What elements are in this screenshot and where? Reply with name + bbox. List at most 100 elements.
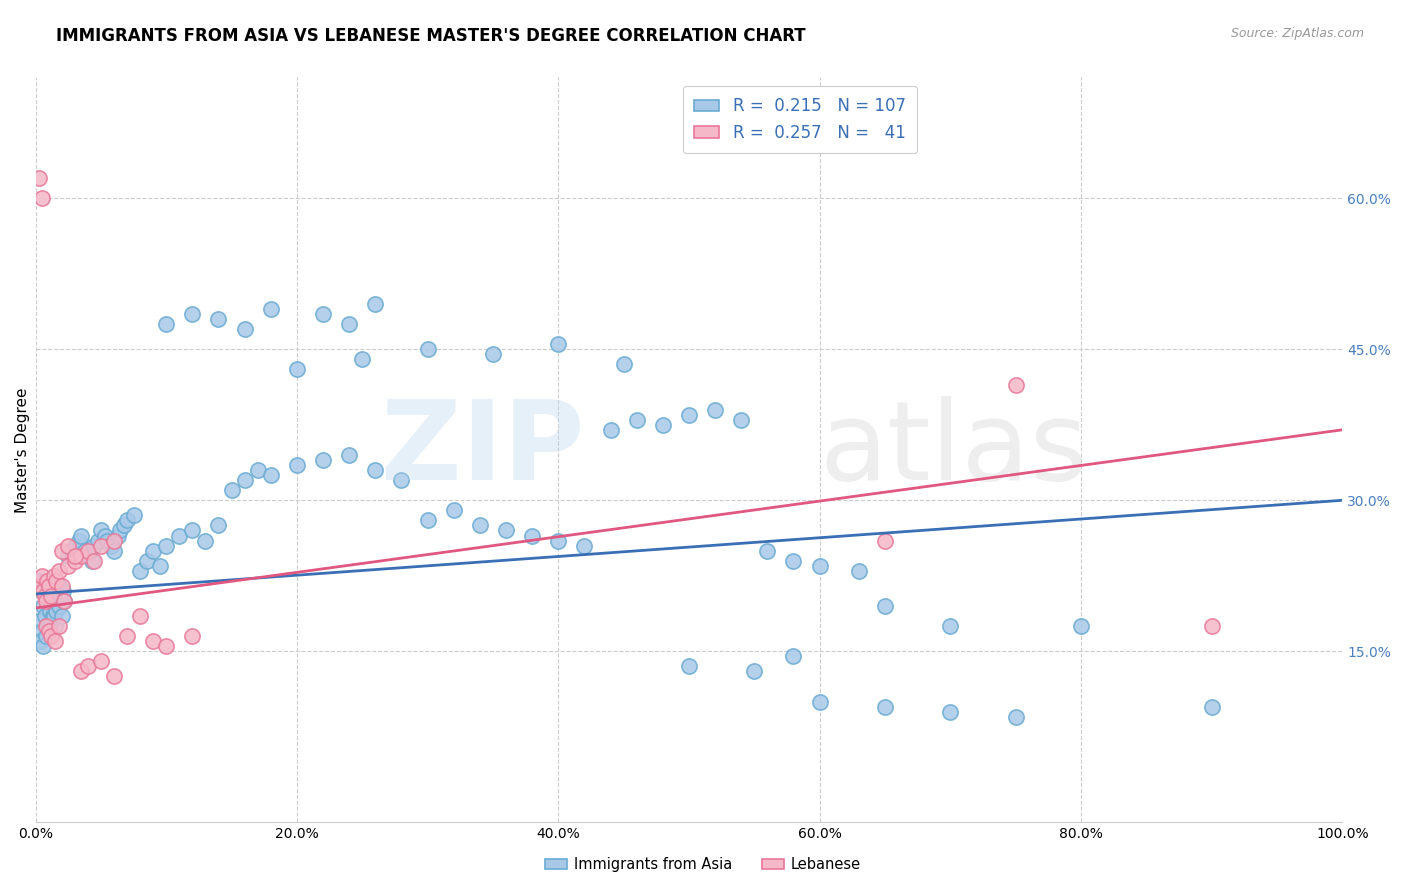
Point (495, 524, 517, 538)
Point (285, 362, 308, 376)
Point (37, 574, 59, 588)
Point (110, 524, 132, 538)
Point (233, 473, 256, 487)
Point (31, 583, 53, 598)
Point (122, 508, 145, 523)
Point (129, 609, 152, 624)
Point (63, 539, 86, 553)
Point (808, 558, 831, 573)
Point (285, 458, 308, 472)
Point (873, 699, 896, 714)
Point (90, 654, 112, 668)
Point (1070, 619, 1092, 633)
Point (337, 317, 360, 331)
Point (181, 524, 204, 538)
Point (28, 171, 51, 186)
Point (83, 554, 105, 568)
Point (32, 640, 55, 654)
Point (38, 624, 60, 639)
Point (35, 619, 58, 633)
Point (129, 564, 152, 578)
Point (352, 352, 374, 367)
Point (613, 357, 636, 371)
Point (155, 317, 177, 331)
Point (32, 599, 55, 613)
Point (207, 312, 229, 326)
Point (678, 408, 700, 422)
Point (45, 604, 67, 618)
Point (221, 483, 243, 498)
Point (246, 463, 269, 477)
Point (38, 579, 60, 593)
Point (939, 619, 962, 633)
Legend: R =  0.215   N = 107, R =  0.257   N =   41: R = 0.215 N = 107, R = 0.257 N = 41 (683, 86, 917, 153)
Point (76, 543, 98, 558)
Point (48, 599, 70, 613)
Point (80, 554, 103, 568)
Point (520, 528, 543, 542)
Point (76, 659, 98, 673)
Point (742, 665, 765, 679)
Point (39, 614, 62, 628)
Point (782, 649, 804, 664)
Point (142, 634, 165, 648)
Point (149, 558, 172, 573)
Point (41, 609, 63, 624)
Point (51, 543, 73, 558)
Point (142, 543, 165, 558)
Text: atlas: atlas (820, 396, 1088, 503)
Text: ZIP: ZIP (381, 396, 585, 503)
Point (63, 554, 86, 568)
Point (100, 539, 122, 553)
Point (1004, 377, 1026, 392)
Point (181, 629, 204, 643)
Point (53, 594, 76, 608)
Point (39, 589, 62, 603)
Point (58, 539, 80, 553)
Point (28, 574, 51, 588)
Point (31, 191, 53, 205)
Point (599, 423, 621, 437)
Point (873, 599, 896, 613)
Point (32, 583, 55, 598)
Point (391, 473, 413, 487)
Point (70, 665, 93, 679)
Point (233, 322, 256, 336)
Point (31, 624, 53, 639)
Point (58, 549, 80, 563)
Point (115, 629, 138, 643)
Point (155, 640, 177, 654)
Point (42, 569, 65, 583)
Point (60, 543, 83, 558)
Y-axis label: Master's Degree: Master's Degree (15, 387, 30, 513)
Point (35, 594, 58, 608)
Point (112, 518, 135, 533)
Point (51, 579, 73, 593)
Point (169, 528, 191, 542)
Text: Source: ZipAtlas.com: Source: ZipAtlas.com (1230, 27, 1364, 40)
Point (44, 619, 66, 633)
Point (848, 564, 870, 578)
Point (312, 453, 335, 467)
Point (38, 619, 60, 633)
Point (482, 347, 505, 361)
Point (1201, 619, 1223, 633)
Point (135, 554, 157, 568)
Point (1004, 710, 1026, 724)
Point (416, 513, 439, 527)
Point (48, 564, 70, 578)
Point (260, 301, 283, 316)
Point (35, 589, 58, 603)
Point (49, 594, 72, 608)
Point (107, 528, 129, 542)
Point (39, 629, 62, 643)
Point (70, 549, 93, 563)
Point (42, 583, 65, 598)
Point (782, 554, 804, 568)
Point (94, 528, 117, 542)
Point (364, 463, 387, 477)
Point (39, 604, 62, 618)
Point (939, 705, 962, 719)
Point (873, 533, 896, 548)
Point (547, 337, 569, 351)
